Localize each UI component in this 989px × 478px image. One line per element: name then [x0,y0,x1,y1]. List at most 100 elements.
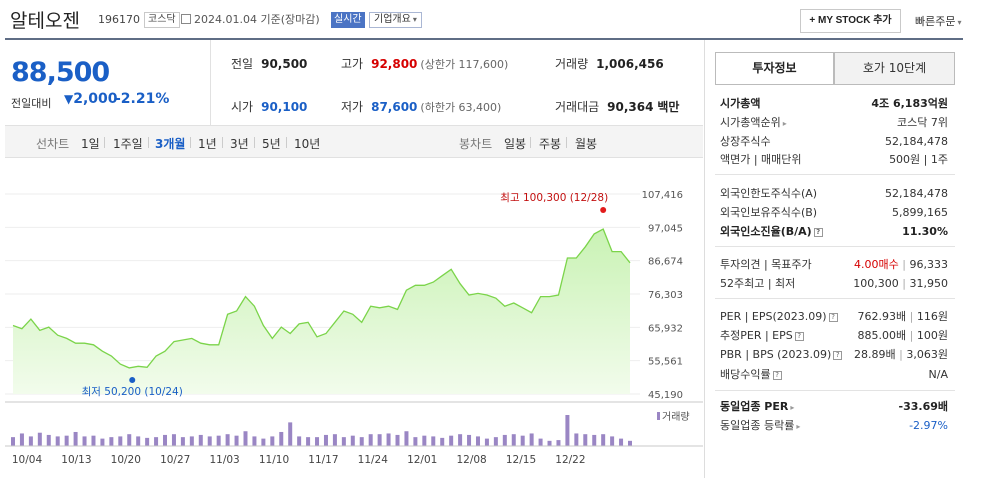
panel-tabs: 투자정보 호가 10단계 [715,52,955,85]
volume-bar [484,438,489,446]
info-value-1: 100,300 [853,277,899,290]
volume-bar [610,436,615,446]
info-key-text: 외국인소진율(B/A) [720,225,812,238]
volume-bar [37,432,42,446]
info-key: 액면가 | 매매단위 [720,153,802,166]
price-chart[interactable]: 107,416 97,045 86,674 76,303 65,932 55,561 45,… [0,158,703,478]
period-3m[interactable]: 3개월 [155,137,186,151]
help-icon[interactable]: ? [813,227,823,237]
info-row: PER | EPS(2023.09)? 762.93배 | 116원 [720,309,950,325]
stock-header: 알테오젠 196170 코스닥 2024.01.04 기준(장마감) 실시간 기… [0,0,989,38]
info-value: 100,300 | 31,950 [853,277,948,290]
info-row[interactable]: 동일업종 PER ▸ -33.69배 [720,399,950,415]
volume-bar [458,434,463,446]
x-tick-label: 12/08 [456,454,486,466]
chevron-down-icon: ▾ [412,15,417,24]
divider [148,137,149,148]
min-marker [129,377,136,383]
price-change: ▼2,000 [64,91,118,107]
y-tick-label: 86,674 [648,257,683,268]
company-info-button[interactable]: 기업개요 ▾ [369,12,422,28]
volume-bar [422,435,427,446]
x-tick-label: 10/20 [111,454,141,466]
volume-bar [529,433,534,446]
period-3y[interactable]: 3년 [230,137,249,151]
tab-orderbook[interactable]: 호가 10단계 [834,52,955,85]
volume-bar [19,433,24,446]
divider [566,137,567,148]
info-key-text: 동일업종 등락률 [720,419,795,432]
volume-legend: 거래량 [662,411,690,423]
volume-bar [386,433,391,446]
info-value-1: 762.93배 [857,310,907,323]
stat-label: 거래대금 [555,100,600,114]
info-value-1: 4.00매수 [854,258,899,271]
volume-bar [556,440,561,446]
volume-bar [449,435,454,446]
arrow-right-icon: ▸ [782,119,787,128]
info-value: -2.97% [909,419,948,432]
divider [530,137,531,148]
volume-bar [619,438,624,446]
candle-monthly[interactable]: 월봉 [575,137,598,151]
volume-bar [252,436,257,446]
help-icon[interactable]: ? [772,370,782,380]
quote-date: 2024.01.04 기준(장마감) [181,11,320,27]
stat-label: 전일 [231,57,254,71]
max-annotation: 최고 100,300 (12/28) [500,192,608,204]
volume-bar [431,436,436,446]
info-row[interactable]: 동일업종 등락률 ▸ -2.97% [720,418,950,434]
volume-bar [127,434,132,446]
period-1y[interactable]: 1년 [198,137,217,151]
stat-high: 고가 92,800 (상한가 117,600) [341,55,508,72]
chart-period-bar: 선차트 1일 1주일 3개월 1년 3년 5년 10년 봉차트 일봉 주봉 월봉 [5,125,703,158]
period-1d[interactable]: 1일 [81,137,100,151]
quick-order-button[interactable]: 빠른주문 ▾ [915,13,962,29]
info-row: 배당수익률? N/A [720,367,950,383]
period-5y[interactable]: 5년 [262,137,281,151]
help-icon[interactable]: ? [833,350,843,360]
volume-bar [55,436,60,446]
info-key: 시가총액 [720,97,761,110]
market-badge: 코스닥 [144,12,180,28]
tab-investment-info[interactable]: 투자정보 [715,52,834,85]
y-tick-label: 45,190 [648,390,683,401]
volume-bar [118,436,123,446]
company-info-label: 기업개요 [374,14,411,25]
info-key: 외국인보유주식수(B) [720,206,818,219]
info-value: 11.30% [902,225,948,238]
realtime-badge[interactable]: 실시간 [331,12,365,28]
period-1w[interactable]: 1주일 [113,137,143,151]
info-value: 4조 6,183억원 [871,97,948,110]
help-icon[interactable]: ? [828,312,838,322]
price-change-percent: -2.21% [115,91,170,107]
help-icon[interactable]: ? [794,331,804,341]
info-key-text: PER | EPS(2023.09) [720,310,827,323]
volume-bar [11,437,15,446]
info-row: 52주최고 | 최저 100,300 | 31,950 [720,276,950,292]
info-row: 투자의견 | 목표주가 4.00매수 | 96,333 [720,257,950,273]
y-tick-label: 76,303 [648,290,683,301]
info-row: 상장주식수 52,184,478 [720,134,950,150]
volume-bar [46,434,51,446]
volume-bar [189,436,194,446]
info-row: PBR | BPS (2023.09)? 28.89배 | 3,063원 [720,347,950,363]
y-tick-label: 107,416 [642,190,683,201]
volume-bar [279,431,284,446]
candle-weekly[interactable]: 주봉 [539,137,562,151]
candle-daily[interactable]: 일봉 [504,137,527,151]
period-10y[interactable]: 10년 [294,137,321,151]
x-tick-label: 11/03 [209,454,239,466]
info-key: PBR | BPS (2023.09)? [720,347,843,363]
info-row[interactable]: 시가총액순위 ▸ 코스닥 7위 [720,115,950,131]
info-value: 28.89배 | 3,063원 [854,348,948,361]
stat-label: 저가 [341,100,364,114]
volume-bar [502,434,507,446]
tab-divider [715,84,955,85]
add-mystock-button[interactable]: + MY STOCK 추가 [800,9,901,33]
info-row: 외국인한도주식수(A) 52,184,478 [720,186,950,202]
volume-bar [64,435,69,446]
volume-bar [171,434,176,446]
info-value: 762.93배 | 116원 [857,310,948,323]
volume-bar [601,434,606,446]
